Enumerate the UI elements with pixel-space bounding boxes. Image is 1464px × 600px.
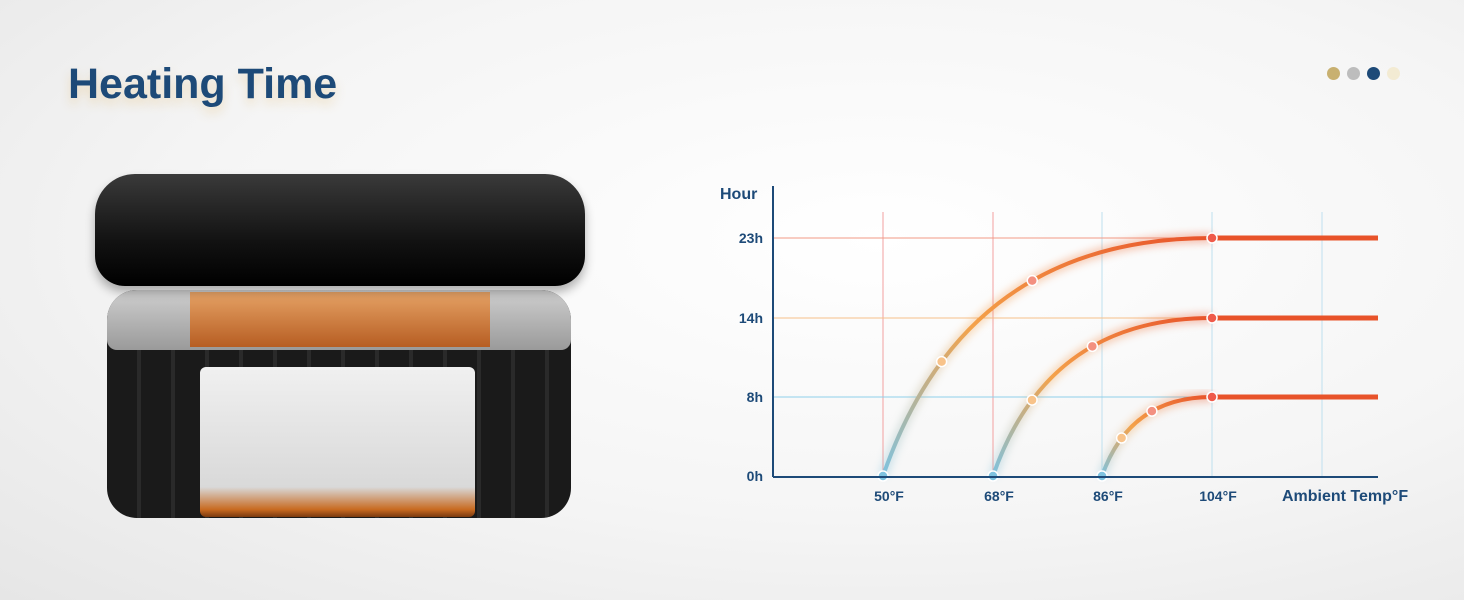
y-tick-label: 0h bbox=[747, 468, 763, 484]
y-tick-label: 14h bbox=[739, 310, 763, 326]
series-point bbox=[1206, 312, 1218, 324]
palette-dot bbox=[1327, 67, 1340, 80]
series-curve bbox=[1100, 395, 1213, 477]
series-point bbox=[1086, 340, 1099, 353]
x-tick-label: 104°F bbox=[1199, 488, 1237, 504]
palette-dots bbox=[1327, 67, 1400, 80]
y-tick-label: 23h bbox=[739, 230, 763, 246]
palette-dot bbox=[1387, 67, 1400, 80]
series-point bbox=[1206, 232, 1218, 244]
x-axis-label: Ambient Temp°F bbox=[1282, 488, 1408, 505]
x-tick-label: 86°F bbox=[1093, 488, 1123, 504]
x-tick-label: 68°F bbox=[984, 488, 1014, 504]
page-title: Heating Time bbox=[68, 60, 338, 108]
y-tick-label: 8h bbox=[747, 389, 763, 405]
series-point bbox=[1115, 432, 1128, 444]
x-tick-label: 50°F bbox=[874, 488, 904, 504]
series-point bbox=[1146, 405, 1158, 417]
palette-dot bbox=[1367, 67, 1380, 80]
series-point bbox=[1026, 394, 1038, 406]
tub-water bbox=[190, 292, 490, 347]
series-point bbox=[935, 355, 948, 368]
palette-dot bbox=[1347, 67, 1360, 80]
y-axis-label: Hour bbox=[720, 186, 757, 203]
hot-tub-image bbox=[95, 172, 585, 522]
series-point bbox=[1026, 274, 1038, 287]
series-curve bbox=[881, 236, 1213, 477]
tub-cutaway bbox=[200, 367, 475, 517]
series-curve bbox=[991, 316, 1213, 477]
tub-lid bbox=[95, 174, 585, 286]
series-point bbox=[1206, 391, 1218, 403]
